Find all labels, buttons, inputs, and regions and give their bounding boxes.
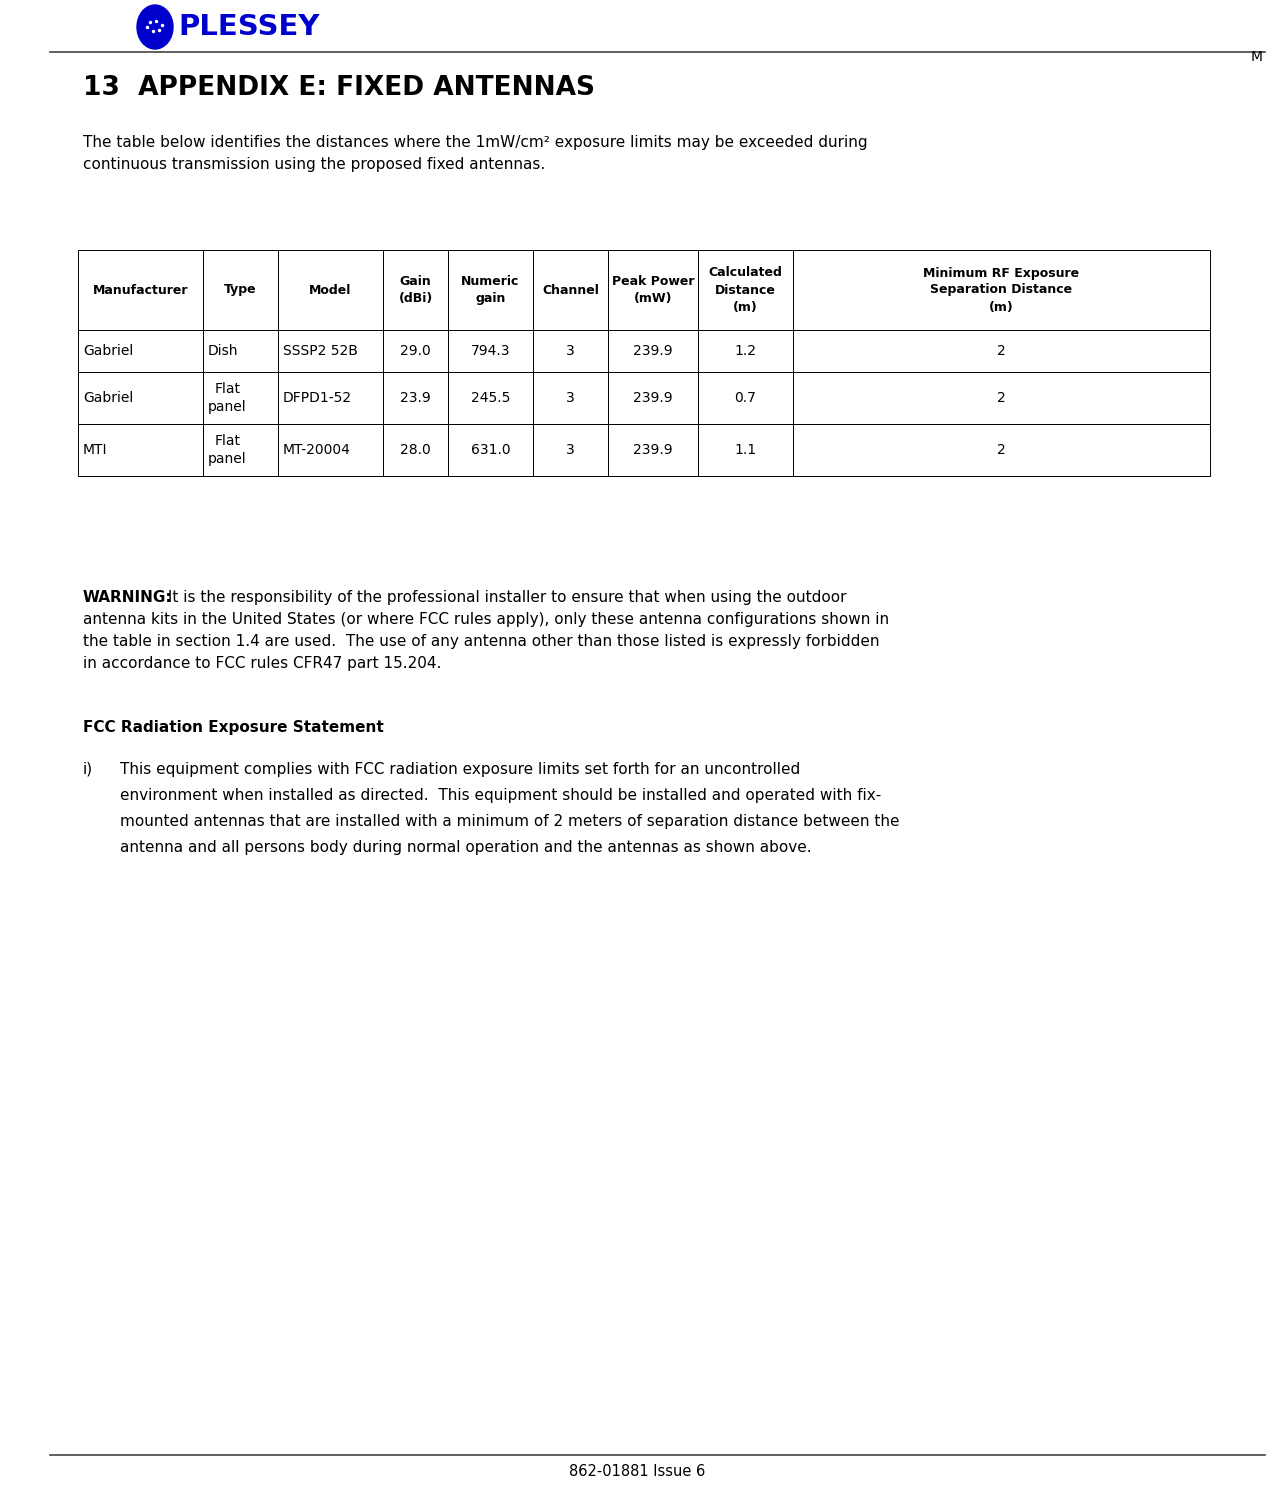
Text: 239.9: 239.9 [634,444,673,457]
Text: 28.0: 28.0 [400,444,431,457]
Text: Manufacturer: Manufacturer [93,283,189,296]
Text: SSSP2 52B: SSSP2 52B [283,344,358,357]
Bar [382,250,448,331]
Text: 245.5: 245.5 [470,392,510,405]
Text: Channel: Channel [542,283,599,296]
Text: 13  APPENDIX E: FIXED ANTENNAS: 13 APPENDIX E: FIXED ANTENNAS [83,74,595,101]
Bar [448,372,533,424]
Text: 1.1: 1.1 [734,444,756,457]
Bar [533,424,608,476]
Text: 862-01881 Issue 6: 862-01881 Issue 6 [570,1465,705,1480]
Text: continuous transmission using the proposed fixed antennas.: continuous transmission using the propos… [83,156,546,173]
Bar [448,331,533,372]
Bar [793,331,1210,372]
Text: DFPD1-52: DFPD1-52 [283,392,352,405]
Text: 23.9: 23.9 [400,392,431,405]
Bar [78,372,203,424]
Bar [448,424,533,476]
Bar [608,372,697,424]
Text: MTI: MTI [83,444,107,457]
Text: Peak Power
(mW): Peak Power (mW) [612,275,695,305]
Bar [793,372,1210,424]
Bar [78,424,203,476]
Text: FCC Radiation Exposure Statement: FCC Radiation Exposure Statement [83,721,384,736]
Text: MT-20004: MT-20004 [283,444,351,457]
Text: This equipment complies with FCC radiation exposure limits set forth for an unco: This equipment complies with FCC radiati… [120,762,801,777]
Bar [203,250,278,331]
Text: 2: 2 [997,392,1006,405]
Ellipse shape [136,4,173,49]
Text: 239.9: 239.9 [634,392,673,405]
Text: Calculated
Distance
(m): Calculated Distance (m) [709,267,783,314]
Bar [533,331,608,372]
Text: Dish: Dish [208,344,238,357]
Text: 3: 3 [566,444,575,457]
Text: Numeric
gain: Numeric gain [462,275,520,305]
Bar [697,424,793,476]
Text: 3: 3 [566,392,575,405]
Text: 0.7: 0.7 [734,392,756,405]
Bar [697,331,793,372]
Bar [382,331,448,372]
Bar [608,424,697,476]
Text: Gabriel: Gabriel [83,392,134,405]
Bar [448,250,533,331]
Bar [203,372,278,424]
Text: i): i) [83,762,93,777]
Text: Gabriel: Gabriel [83,344,134,357]
Bar [793,250,1210,331]
Bar [608,331,697,372]
Text: Type: Type [224,283,256,296]
Text: Gain
(dBi): Gain (dBi) [398,275,432,305]
Text: The table below identifies the distances where the 1mW/cm² exposure limits may b: The table below identifies the distances… [83,135,867,150]
Text: Flat
panel: Flat panel [208,383,246,414]
Bar [608,250,697,331]
Text: 239.9: 239.9 [634,344,673,357]
Bar [697,250,793,331]
Text: in accordance to FCC rules CFR47 part 15.204.: in accordance to FCC rules CFR47 part 15… [83,657,441,672]
Bar [533,250,608,331]
Bar [793,424,1210,476]
Bar [278,424,382,476]
Bar [697,372,793,424]
Bar [278,250,382,331]
Text: 29.0: 29.0 [400,344,431,357]
Text: the table in section 1.4 are used.  The use of any antenna other than those list: the table in section 1.4 are used. The u… [83,634,880,649]
Bar [78,250,203,331]
Text: Minimum RF Exposure
Separation Distance
(m): Minimum RF Exposure Separation Distance … [923,267,1080,314]
Text: Model: Model [310,283,352,296]
Text: PLESSEY: PLESSEY [179,13,319,42]
Bar [382,372,448,424]
Text: WARNING:: WARNING: [83,590,172,605]
Text: antenna kits in the United States (or where FCC rules apply), only these antenna: antenna kits in the United States (or wh… [83,612,889,627]
Text: It is the responsibility of the professional installer to ensure that when using: It is the responsibility of the professi… [163,590,847,605]
Text: antenna and all persons body during normal operation and the antennas as shown a: antenna and all persons body during norm… [120,840,812,855]
Bar [278,331,382,372]
Text: M: M [1251,51,1264,64]
Text: 794.3: 794.3 [470,344,510,357]
Bar [278,372,382,424]
Text: mounted antennas that are installed with a minimum of 2 meters of separation dis: mounted antennas that are installed with… [120,814,899,829]
Text: environment when installed as directed.  This equipment should be installed and : environment when installed as directed. … [120,788,881,803]
Bar [533,372,608,424]
Bar [382,424,448,476]
Text: 2: 2 [997,444,1006,457]
Bar [203,424,278,476]
Text: 2: 2 [997,344,1006,357]
Text: 3: 3 [566,344,575,357]
Bar [203,331,278,372]
Text: 1.2: 1.2 [734,344,756,357]
Bar [78,331,203,372]
Text: Flat
panel: Flat panel [208,435,246,466]
Text: 631.0: 631.0 [470,444,510,457]
